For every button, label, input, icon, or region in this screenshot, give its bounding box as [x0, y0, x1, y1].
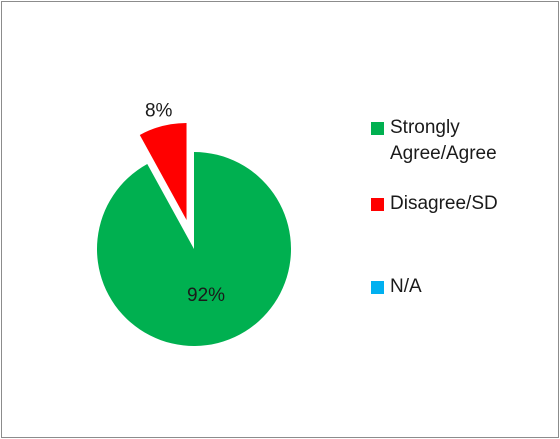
pie-slice-disagree-sd	[139, 122, 187, 220]
pie-slice-strongly-agree-agree	[96, 152, 291, 346]
legend-item-n-a: N/A	[371, 274, 550, 300]
legend-label-n-a: N/A	[390, 276, 422, 297]
data-label-strongly-agree-agree: 92%	[187, 285, 225, 306]
legend-item-disagree-sd: Disagree/SD	[371, 191, 550, 217]
legend-swatch-disagree-sd	[371, 198, 384, 211]
legend-label-disagree-sd: Disagree/SD	[390, 193, 498, 214]
data-label-disagree-sd: 8%	[145, 100, 173, 121]
legend-item-strongly-agree-agree: Strongly Agree/Agree	[371, 115, 550, 167]
legend-swatch-n-a	[371, 281, 384, 294]
legend-label-strongly-agree-agree: Strongly Agree/Agree	[390, 117, 497, 164]
legend-swatch-strongly-agree-agree	[371, 122, 384, 135]
